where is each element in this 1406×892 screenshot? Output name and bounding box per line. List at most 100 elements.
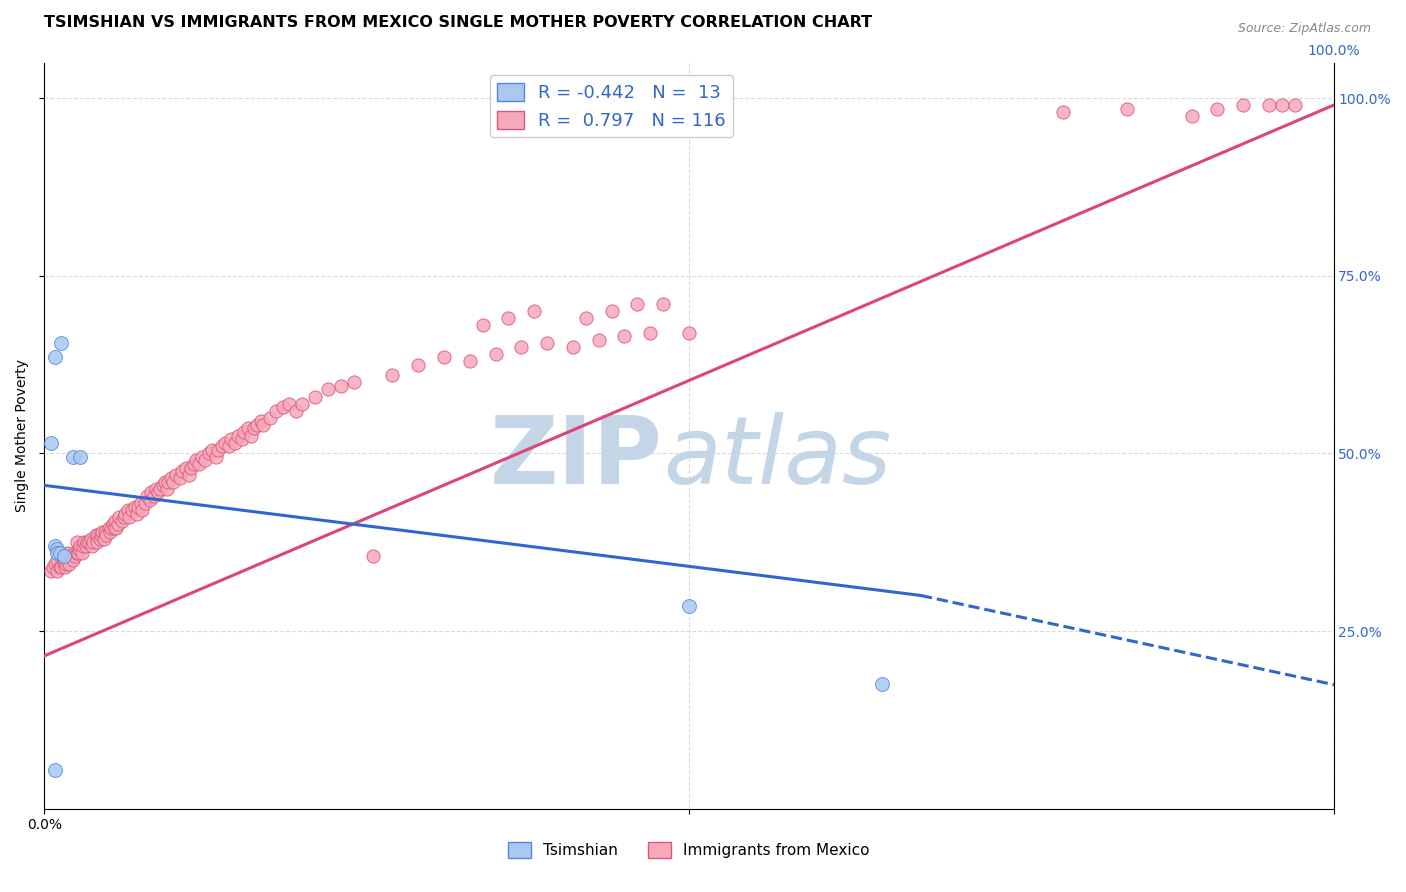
Point [180, 460, 202, 475]
Point [44, 539, 66, 553]
Point [65, 535, 87, 549]
Text: atlas: atlas [664, 412, 891, 503]
Point [194, 453, 217, 467]
Point [39, 435, 62, 450]
Point [82, 535, 104, 549]
Point [638, 326, 661, 340]
Point [52, 549, 75, 564]
Point [118, 510, 141, 524]
Point [162, 475, 184, 489]
Point [52, 557, 75, 571]
Point [124, 500, 146, 514]
Point [69, 450, 91, 464]
Point [65, 546, 87, 560]
Point [146, 485, 169, 500]
Point [121, 503, 143, 517]
Point [186, 453, 208, 467]
Point [46, 546, 69, 560]
Point [381, 368, 404, 383]
Point [62, 553, 84, 567]
Point [236, 421, 259, 435]
Point [91, 524, 114, 539]
Point [98, 524, 121, 539]
Point [613, 329, 636, 343]
Point [226, 428, 249, 442]
Point [1206, 102, 1229, 116]
Point [48, 546, 70, 560]
Point [498, 311, 520, 326]
Point [239, 428, 262, 442]
Point [42, 560, 65, 574]
Point [111, 514, 134, 528]
Point [243, 421, 266, 435]
Point [101, 517, 124, 532]
Point [266, 403, 288, 417]
Point [252, 417, 274, 432]
Point [224, 435, 246, 450]
Point [174, 460, 197, 475]
Point [471, 318, 494, 333]
Point [89, 532, 111, 546]
Point [159, 471, 181, 485]
Point [75, 539, 97, 553]
Point [588, 333, 610, 347]
Point [169, 471, 191, 485]
Point [142, 489, 165, 503]
Point [80, 532, 103, 546]
Point [201, 442, 224, 457]
Point [46, 542, 69, 557]
Point [872, 677, 894, 691]
Point [127, 500, 149, 514]
Point [39, 564, 62, 578]
Point [93, 532, 115, 546]
Point [219, 432, 242, 446]
Point [49, 336, 72, 351]
Point [46, 553, 69, 567]
Point [329, 379, 352, 393]
Point [652, 297, 675, 311]
Point [157, 475, 180, 489]
Point [259, 410, 281, 425]
Legend: R = -0.442   N =  13, R =  0.797   N = 116: R = -0.442 N = 13, R = 0.797 N = 116 [489, 75, 734, 137]
Point [284, 403, 307, 417]
Point [84, 528, 107, 542]
Point [44, 763, 66, 777]
Point [231, 432, 253, 446]
Point [152, 478, 174, 492]
Point [246, 417, 269, 432]
Text: Source: ZipAtlas.com: Source: ZipAtlas.com [1237, 22, 1371, 36]
Point [90, 528, 112, 542]
Point [56, 553, 79, 567]
Text: TSIMSHIAN VS IMMIGRANTS FROM MEXICO SINGLE MOTHER POVERTY CORRELATION CHART: TSIMSHIAN VS IMMIGRANTS FROM MEXICO SING… [44, 15, 872, 30]
Point [44, 557, 66, 571]
Point [127, 507, 149, 521]
Point [172, 464, 194, 478]
Point [66, 546, 89, 560]
Point [250, 414, 273, 428]
Point [1181, 109, 1204, 123]
Point [76, 535, 98, 549]
Point [177, 467, 200, 482]
Point [104, 514, 127, 528]
Point [458, 354, 481, 368]
Point [105, 521, 128, 535]
Point [1284, 98, 1306, 112]
Point [678, 326, 700, 340]
Point [80, 539, 103, 553]
Point [1052, 105, 1074, 120]
Point [1232, 98, 1254, 112]
Point [69, 539, 91, 553]
Point [70, 546, 93, 560]
Point [343, 376, 366, 390]
Point [131, 503, 153, 517]
Point [278, 396, 301, 410]
Point [79, 535, 101, 549]
Point [214, 435, 236, 450]
Point [155, 475, 177, 489]
Point [190, 450, 212, 464]
Point [62, 450, 84, 464]
Point [67, 542, 90, 557]
Point [117, 503, 139, 517]
Point [108, 510, 131, 524]
Point [114, 507, 136, 521]
